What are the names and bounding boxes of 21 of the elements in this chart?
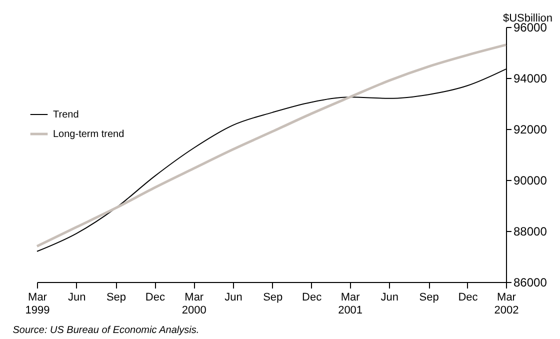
x-tick-label: Jun: [68, 292, 86, 304]
x-tick-label: Dec: [302, 292, 322, 304]
source-note: Source: US Bureau of Economic Analysis.: [12, 325, 200, 336]
x-tick-label: Dec: [145, 292, 166, 304]
y-tick-label: 86000: [514, 276, 548, 290]
x-tick-label: Jun: [224, 292, 242, 304]
y-tick-label: 88000: [514, 224, 548, 238]
y-tick-label: 94000: [514, 72, 548, 86]
legend-label: Trend: [53, 110, 79, 120]
x-tick-label: Mar 2000: [182, 292, 206, 316]
y-tick-label: 90000: [514, 174, 548, 188]
x-tick-label: Mar 1999: [25, 292, 50, 316]
x-tick-label: Mar 2002: [494, 292, 519, 316]
x-tick-label: Sep: [263, 292, 283, 304]
x-tick-label: Sep: [106, 292, 126, 304]
x-tick-label: Jun: [380, 292, 399, 304]
y-tick-label: 92000: [514, 122, 548, 136]
legend-label: Long-term trend: [53, 129, 124, 140]
x-tick-label: Dec: [458, 292, 478, 304]
x-tick-label: Sep: [419, 292, 439, 304]
x-tick-label: Mar 2001: [338, 292, 363, 316]
